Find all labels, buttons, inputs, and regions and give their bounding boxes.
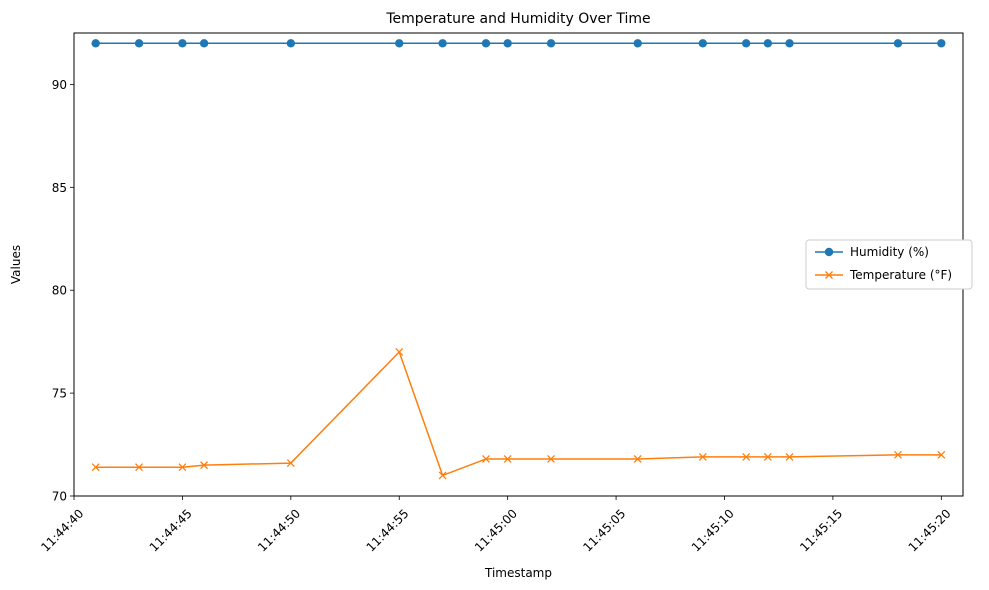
humidity-data-point xyxy=(286,39,296,48)
temperature-data-point xyxy=(91,463,100,472)
temperature-data-point xyxy=(698,452,707,461)
humidity-data-point xyxy=(893,39,903,48)
humidity-data-point xyxy=(633,39,642,48)
humidity-data-point xyxy=(199,39,209,48)
humidity-data-point xyxy=(395,39,404,48)
humidity-data-point xyxy=(91,39,100,48)
x-axis-title: Timestamp xyxy=(484,566,552,580)
legend-humidity-marker xyxy=(824,247,834,257)
temperature-data-point xyxy=(785,452,794,461)
temperature-data-point xyxy=(135,463,144,472)
temperature-data-point xyxy=(893,450,902,459)
legend-box xyxy=(805,239,973,290)
temperature-data-point xyxy=(482,455,490,463)
humidity-data-point xyxy=(438,39,447,48)
humidity-data-point xyxy=(937,39,946,48)
y-tick-label: 85 xyxy=(52,181,67,195)
temperature-data-point xyxy=(547,455,555,463)
humidity-data-point xyxy=(503,39,512,48)
legend-temperature-label: Temperature (°F) xyxy=(849,268,952,282)
humidity-data-point xyxy=(481,39,491,48)
y-tick-label: 70 xyxy=(52,490,67,504)
temperature-data-point xyxy=(200,461,209,470)
humidity-data-point xyxy=(546,39,556,48)
chart-title: Temperature and Humidity Over Time xyxy=(385,11,650,27)
humidity-data-point xyxy=(785,39,794,48)
temperature-data-point xyxy=(937,450,946,459)
temperature-data-point xyxy=(763,452,772,461)
y-axis-title: Values xyxy=(9,245,23,284)
humidity-data-point xyxy=(763,39,773,48)
humidity-data-point xyxy=(698,39,708,48)
temperature-data-point xyxy=(438,471,447,480)
humidity-data-point xyxy=(741,39,751,48)
y-tick-label: 75 xyxy=(52,387,67,401)
temperature-data-point xyxy=(633,455,642,463)
temperature-data-point xyxy=(395,347,404,356)
y-tick-label: 80 xyxy=(52,284,67,298)
humidity-data-point xyxy=(134,39,144,48)
legend-humidity-label: Humidity (%) xyxy=(850,245,929,259)
temperature-data-point xyxy=(742,452,751,461)
y-tick-label: 90 xyxy=(52,78,67,92)
temperature-data-point xyxy=(503,455,512,463)
legend-temperature-marker xyxy=(825,271,833,279)
humidity-data-point xyxy=(178,39,187,48)
temperature-data-point xyxy=(286,459,295,468)
temperature-data-point xyxy=(178,463,187,472)
legend: Humidity (%) Temperature (°F) xyxy=(805,239,973,290)
